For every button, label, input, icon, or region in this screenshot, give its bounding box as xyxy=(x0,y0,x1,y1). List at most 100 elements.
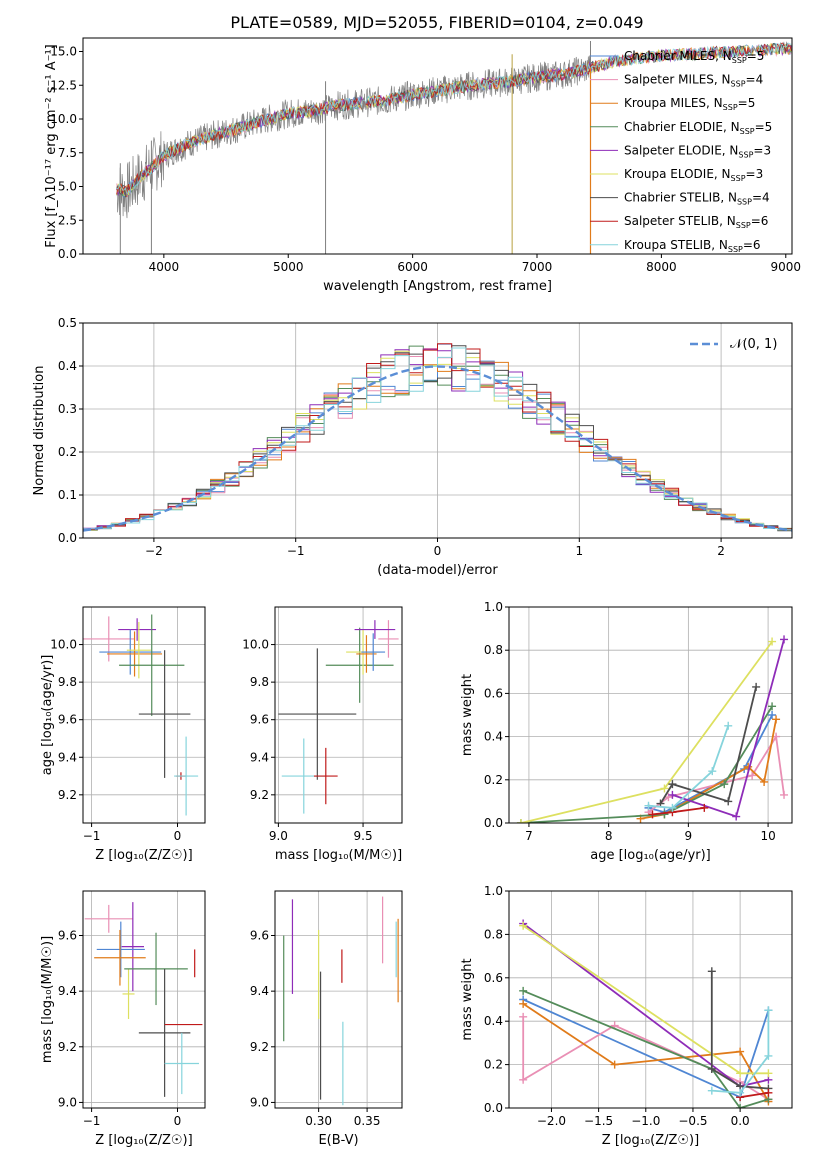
y-tick-label: 9.8 xyxy=(250,675,269,689)
series-line xyxy=(710,971,769,1090)
series-marker xyxy=(736,1069,745,1078)
y-axis-label: Flux [f_λ10⁻¹⁷ erg cm⁻² s⁻¹ A⁻¹] xyxy=(44,44,59,248)
x-tick-label: 0.35 xyxy=(354,1114,381,1128)
y-tick-label: 12.5 xyxy=(50,78,77,92)
y-tick-label: 9.6 xyxy=(250,713,269,727)
series-marker xyxy=(519,986,528,995)
x-tick-label: 9 xyxy=(685,829,693,843)
chart-age_vs_Z: −1 0 9.2 9.4 9.6 9.8 10.0 Z [log₁₀(Z/Z☉)] age [l… xyxy=(40,606,206,863)
x-tick-label: −1.5 xyxy=(584,1114,613,1128)
chart-mass_vs_Z: −1 0 9.0 9.2 9.4 9.6 Z [log₁₀(Z/Z☉)] mass [log₁… xyxy=(40,890,206,1148)
y-tick-label: 9.4 xyxy=(250,984,269,998)
y-tick-label: 9.0 xyxy=(250,1095,269,1109)
y-tick-label: 0.3 xyxy=(58,402,77,416)
x-tick-label: 2 xyxy=(717,544,725,558)
x-tick-label: −2 xyxy=(145,544,163,558)
series-marker xyxy=(768,702,777,711)
x-tick-label: 9000 xyxy=(771,260,802,274)
series-marker xyxy=(668,780,677,789)
plot-area xyxy=(84,902,203,1097)
y-tick-label: 0.5 xyxy=(58,316,77,330)
series-marker xyxy=(752,682,761,691)
series-marker xyxy=(519,999,528,1008)
x-tick-label: −1 xyxy=(287,544,305,558)
axes-frame xyxy=(82,890,206,1109)
series-marker xyxy=(668,790,677,799)
chart-massweight_vs_Z: −2.0 −1.5 −1.0 −0.5 0.0 0.0 0.2 0.4 0.6 0.8 1.0 Z [… xyxy=(460,884,793,1148)
x-tick-label: 4000 xyxy=(149,260,180,274)
x-axis-label: wavelength [Angstrom, rest frame] xyxy=(323,279,552,294)
series-marker xyxy=(736,1104,745,1108)
y-tick-label: 0.6 xyxy=(484,971,503,985)
y-tick-label: 0.4 xyxy=(58,359,77,373)
y-tick-label: 9.2 xyxy=(58,1040,77,1054)
plot-area xyxy=(116,41,792,254)
y-axis-label: mass weight xyxy=(460,958,475,1040)
plot-area xyxy=(519,919,773,1108)
y-axis-label: Normed distribution xyxy=(32,366,47,496)
x-tick-label: 0 xyxy=(174,829,182,843)
chart-massweight_vs_age: 7 8 9 10 0.0 0.2 0.4 0.6 0.8 1.0 age [log₁₀(age/yr… xyxy=(460,600,793,863)
series-marker xyxy=(780,635,789,644)
y-tick-label: 0.1 xyxy=(58,488,77,502)
series-line xyxy=(520,705,773,823)
x-tick-label: 1 xyxy=(575,544,583,558)
legend-label: Salpeter MILES, NSSP=4 xyxy=(624,73,763,89)
x-tick-label: 7000 xyxy=(522,260,553,274)
chart-residuals: −2 −1 0 1 2 0.0 0.1 0.2 0.3 0.4 0.5 (data-model)/er… xyxy=(32,316,793,578)
y-tick-label: 9.6 xyxy=(58,929,77,943)
series-line xyxy=(739,1091,769,1099)
series-marker xyxy=(668,803,677,812)
series-marker xyxy=(519,1012,528,1021)
x-axis-label: E(B-V) xyxy=(318,1133,358,1148)
series-marker xyxy=(748,771,757,780)
y-tick-label: 9.6 xyxy=(250,929,269,943)
series-marker xyxy=(720,780,729,789)
chart-mass_vs_EBV: 0.30 0.35 9.0 9.2 9.4 9.6 E(B-V) xyxy=(250,890,403,1148)
x-axis-label: mass [log₁₀(M/M☉)] xyxy=(275,848,402,863)
x-tick-label: 0.0 xyxy=(731,1114,750,1128)
series-marker xyxy=(660,784,669,793)
y-tick-label: 9.6 xyxy=(58,713,77,727)
y-tick-label: 15.0 xyxy=(50,45,77,59)
y-tick-label: 0.0 xyxy=(484,816,503,830)
normal-curve xyxy=(83,365,792,532)
axes-frame xyxy=(274,606,403,824)
x-axis-label: age [log₁₀(age/yr)] xyxy=(590,848,711,863)
series-marker xyxy=(764,1069,773,1078)
series-line xyxy=(659,686,757,805)
series-marker xyxy=(707,1064,716,1073)
axes-frame xyxy=(82,37,793,255)
y-tick-label: 0.2 xyxy=(484,1058,503,1072)
legend-label: Kroupa MILES, NSSP=5 xyxy=(624,96,755,112)
y-axis-label: mass [log₁₀(M/M☉)] xyxy=(40,936,55,1063)
series-marker xyxy=(732,812,741,821)
y-tick-label: 0.0 xyxy=(58,531,77,545)
axes-frame xyxy=(508,606,793,824)
series-marker xyxy=(768,637,777,646)
x-tick-label: −0.5 xyxy=(678,1114,707,1128)
y-tick-label: 9.2 xyxy=(250,788,269,802)
y-tick-label: 0.2 xyxy=(484,773,503,787)
x-tick-label: 9.0 xyxy=(269,829,288,843)
legend-label: Salpeter ELODIE, NSSP=3 xyxy=(624,143,771,159)
series-marker xyxy=(707,1086,716,1095)
y-axis-label: mass weight xyxy=(460,674,475,756)
series-marker xyxy=(519,921,528,930)
series-line xyxy=(520,641,773,823)
x-tick-label: −2.0 xyxy=(537,1114,566,1128)
plot-area xyxy=(83,343,792,533)
y-tick-label: 5.0 xyxy=(58,180,77,194)
axes-frame xyxy=(82,606,206,824)
y-tick-label: 10.0 xyxy=(50,112,77,126)
x-tick-label: 0 xyxy=(174,1114,182,1128)
series-marker xyxy=(707,967,716,976)
x-tick-label: 6000 xyxy=(397,260,428,274)
axes-frame xyxy=(274,890,403,1109)
series-line xyxy=(648,714,773,814)
series-marker xyxy=(736,1088,745,1097)
x-tick-label: 5000 xyxy=(273,260,304,274)
y-tick-label: 7.5 xyxy=(58,146,77,160)
y-tick-label: 2.5 xyxy=(58,213,77,227)
